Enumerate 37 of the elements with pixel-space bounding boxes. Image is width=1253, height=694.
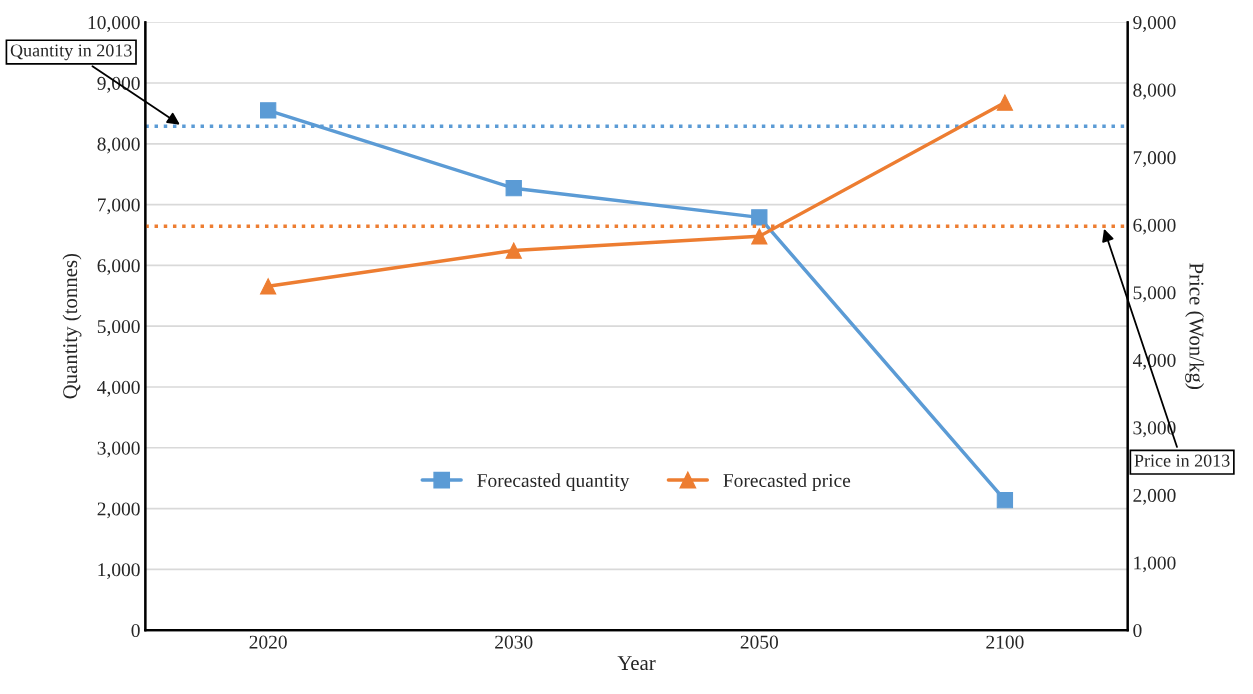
point: [996, 94, 1014, 111]
y2-axis-title: Price (Won/kg): [1185, 263, 1205, 389]
x-tick-label: 2100: [986, 635, 1024, 649]
point: [996, 491, 1014, 509]
y-tick-label: 7,000: [98, 198, 140, 215]
y-tick-label: 10,000: [88, 16, 140, 32]
point: [259, 278, 277, 295]
ref-line-label: Quantity in 2013: [10, 44, 132, 61]
y2-tick-label: 8,000: [1133, 83, 1176, 100]
y2-tick-label: 6,000: [1133, 218, 1176, 235]
y2-tick-label: 9,000: [1133, 16, 1176, 32]
y2-tick-label: 7,000: [1133, 151, 1176, 168]
y2-tick-label: 1,000: [1134, 556, 1176, 573]
point: [505, 180, 522, 197]
y-tick-label: 2,000: [97, 502, 140, 519]
point: [751, 209, 768, 226]
x-axis-title: Year: [617, 656, 656, 671]
y2-tick-label: 0: [1133, 623, 1142, 638]
point: [259, 102, 277, 119]
ref-line-label: Price in 2013: [1134, 454, 1230, 467]
point: [751, 228, 768, 245]
point: [505, 242, 522, 259]
y-axis-title: Quantity (tonnes): [62, 253, 82, 399]
y-tick-label: 0: [131, 623, 140, 638]
x-tick-label: 2030: [495, 635, 533, 649]
y-tick-label: 3,000: [97, 441, 140, 458]
legend-label: Forecasted price: [723, 473, 851, 492]
y2-tick-label: 2,000: [1133, 488, 1176, 505]
x-tick-label: 2020: [249, 635, 287, 649]
y2-tick-label: 5,000: [1133, 286, 1176, 303]
y-tick-label: 6,000: [97, 259, 140, 276]
y-tick-label: 5,000: [97, 320, 140, 336]
y-tick-label: 4,000: [97, 380, 140, 397]
y-tick-label: 8,000: [97, 137, 140, 154]
legend-label: Forecasted quantity: [477, 473, 630, 492]
y-tick-label: 1,000: [98, 563, 140, 580]
x-tick-label: 2050: [740, 635, 779, 649]
